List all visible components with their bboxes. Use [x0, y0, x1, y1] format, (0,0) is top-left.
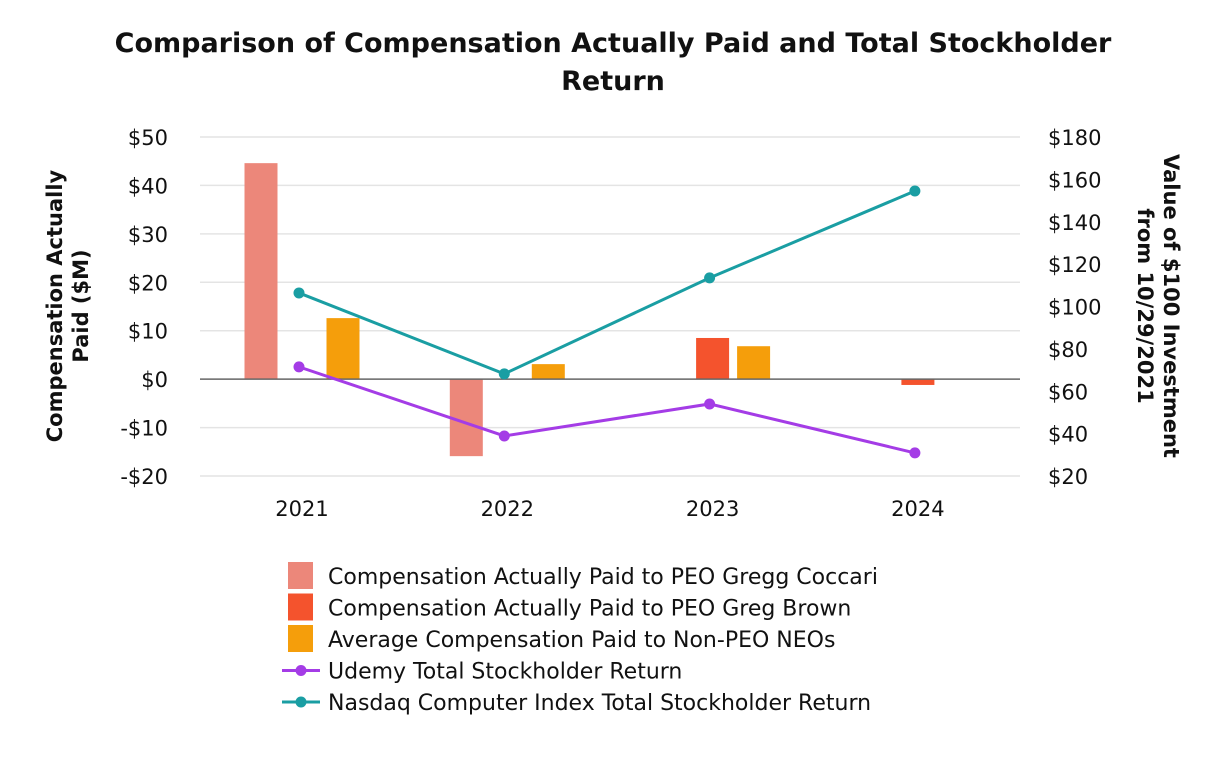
- bar: [244, 163, 278, 380]
- x-tick-label: 2024: [891, 497, 944, 521]
- y2-tick-label: $20: [1048, 465, 1088, 489]
- legend-swatch: [288, 593, 313, 621]
- x-tick-label: 2022: [481, 497, 534, 521]
- legend-swatch: [288, 625, 313, 652]
- data-point: [293, 287, 305, 299]
- legend-label: Udemy Total Stockholder Return: [328, 660, 682, 685]
- y-tick-label: $50: [128, 126, 168, 150]
- x-tick-label: 2023: [686, 497, 739, 521]
- data-point: [704, 398, 716, 410]
- chart-title-line2: Return: [561, 66, 665, 97]
- y2-tick-label: $160: [1048, 168, 1101, 192]
- y2-tick-label: $60: [1048, 380, 1088, 404]
- y-axis-title: Compensation ActuallyPaid ($M): [43, 169, 93, 442]
- y-tick-label: $40: [128, 174, 168, 198]
- x-tick-label: 2021: [275, 497, 328, 521]
- y2-tick-label: $120: [1048, 253, 1101, 277]
- y-tick-label: -$10: [120, 417, 168, 441]
- legend-swatch: [288, 562, 313, 589]
- bar: [696, 337, 730, 380]
- y-tick-label: $30: [128, 223, 168, 247]
- y-tick-label: $10: [128, 320, 168, 344]
- data-point: [909, 185, 921, 197]
- y2-axis-title: Value of $100 Investmentfrom 10/29/2021: [1133, 154, 1183, 458]
- series-line: [298, 365, 916, 455]
- bar: [531, 364, 565, 380]
- y-tick-label: $20: [128, 271, 168, 295]
- legend-label: Compensation Actually Paid to PEO Gregg …: [328, 565, 878, 590]
- bar: [901, 379, 935, 385]
- y2-tick-label: $140: [1048, 211, 1101, 235]
- data-point: [704, 272, 716, 284]
- legend-label: Nasdaq Computer Index Total Stockholder …: [328, 691, 871, 716]
- bar: [737, 346, 771, 380]
- data-point: [498, 368, 510, 380]
- legend-marker: [295, 696, 307, 708]
- y-tick-label: -$20: [120, 465, 168, 489]
- chart-title-line1: Comparison of Compensation Actually Paid…: [115, 28, 1112, 59]
- y2-tick-label: $180: [1048, 126, 1101, 150]
- bar: [449, 379, 483, 457]
- y-tick-label: $0: [141, 368, 168, 392]
- legend-label: Compensation Actually Paid to PEO Greg B…: [328, 597, 851, 622]
- y2-tick-label: $80: [1048, 338, 1088, 362]
- series-line: [298, 189, 916, 376]
- legend-label: Average Compensation Paid to Non-PEO NEO…: [328, 628, 835, 653]
- data-point: [909, 447, 921, 459]
- y2-tick-label: $40: [1048, 423, 1088, 447]
- legend-marker: [295, 665, 307, 676]
- bar: [326, 318, 360, 380]
- data-point: [293, 361, 305, 373]
- y2-tick-label: $100: [1048, 296, 1101, 320]
- data-point: [498, 430, 510, 442]
